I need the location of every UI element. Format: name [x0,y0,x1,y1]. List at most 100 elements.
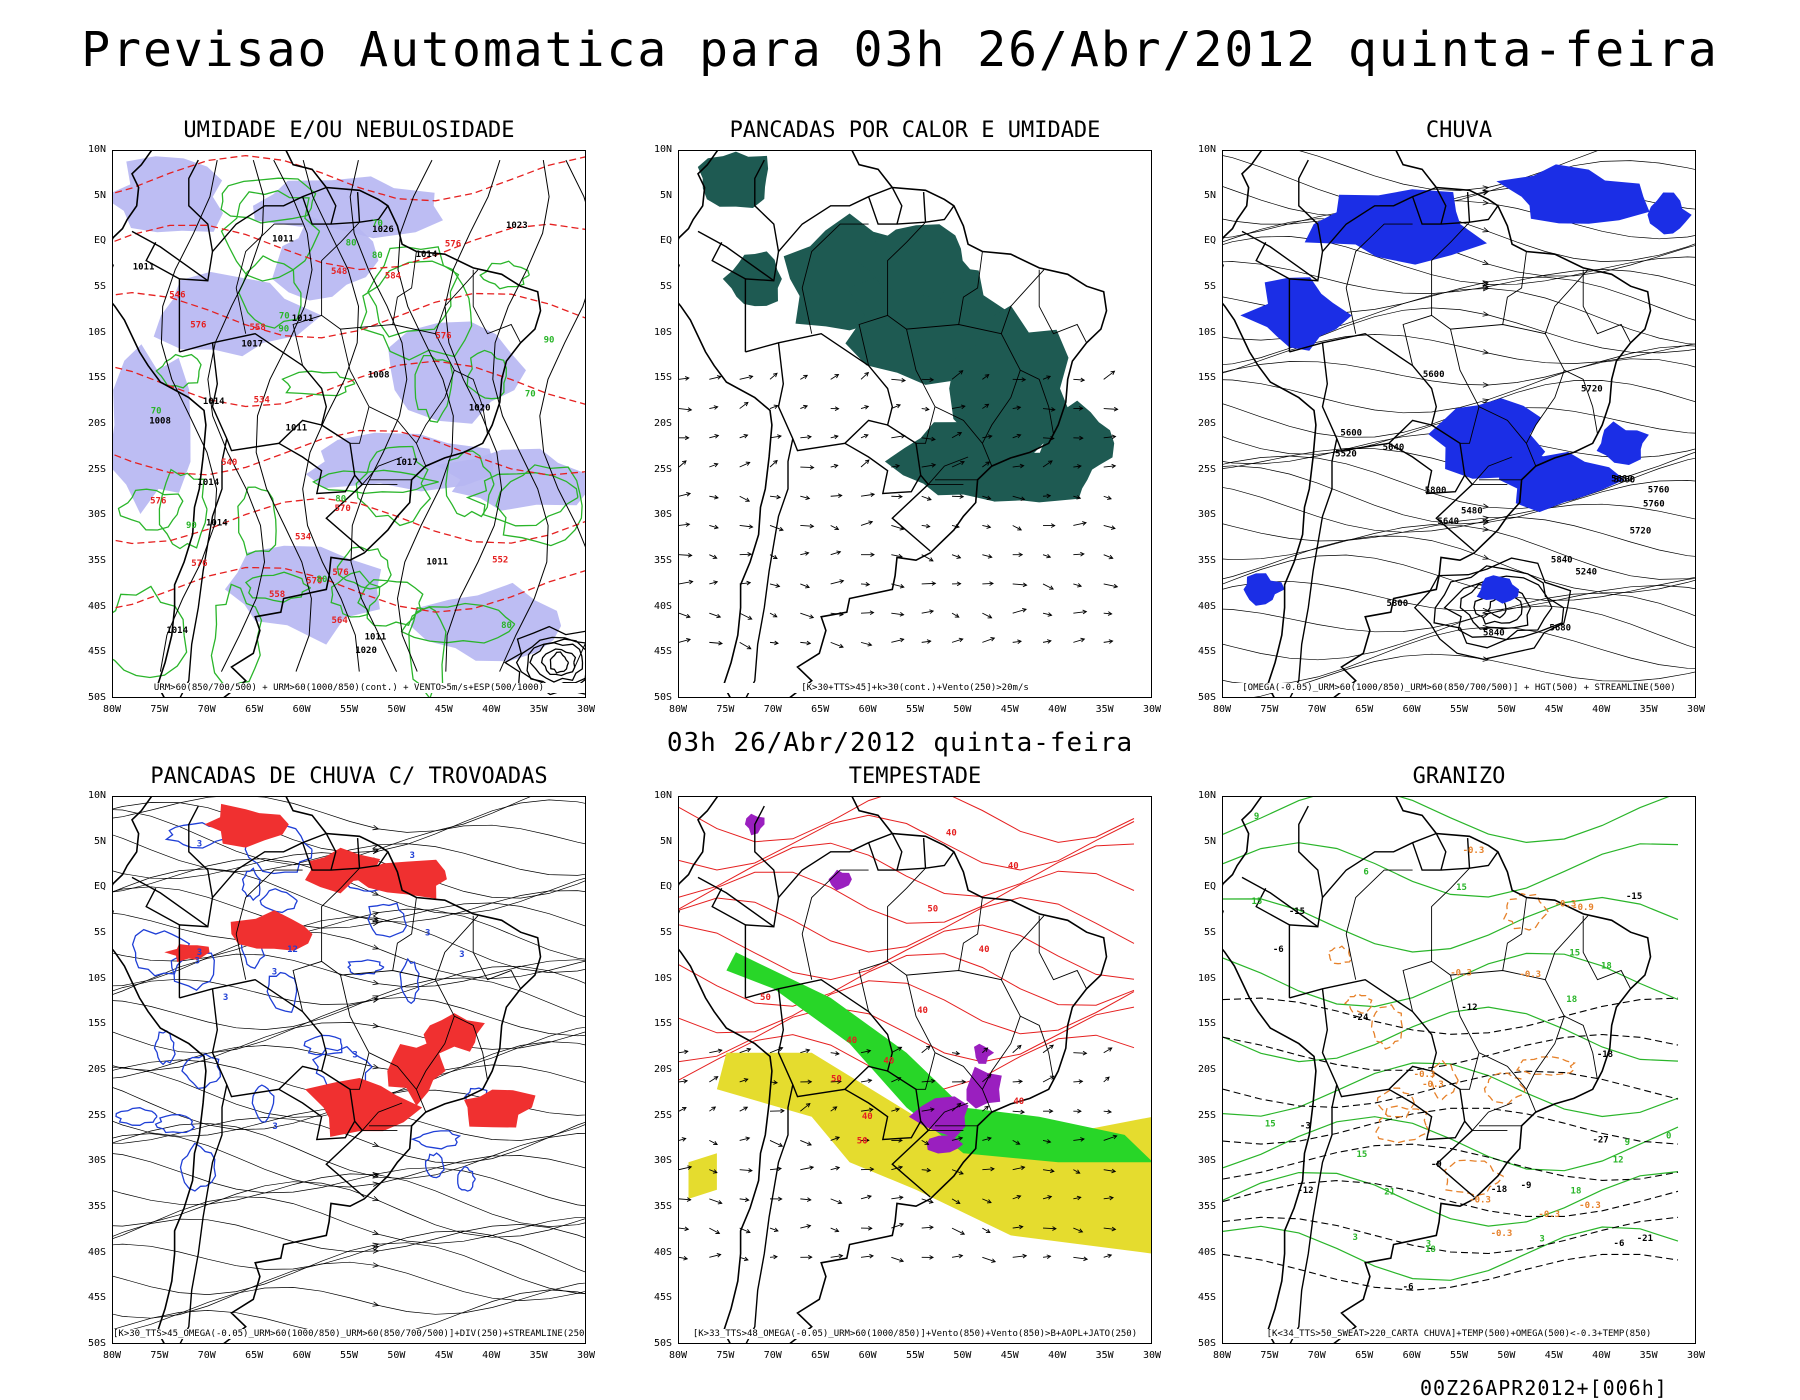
state-border [350,406,370,444]
divergence-label: 3 [272,967,277,977]
wind-vector [739,375,753,380]
lat-tick-label: 25S [87,1109,106,1121]
wind-vector [1042,1139,1051,1143]
lon-tick-label: 30W [1142,704,1162,715]
humidity-label: 90 [186,521,197,531]
wind-arrowhead [743,433,749,439]
streamline-arrow [372,1229,380,1236]
wind-vector [1042,460,1053,468]
wind-arrowhead [717,1200,723,1205]
wind-vector [982,435,992,439]
wind-arrowhead [1108,554,1114,560]
humidity-label: 80 [335,494,346,504]
wind-vector [982,554,992,558]
country-border [891,187,903,225]
lat-tick-label: 20S [87,1064,106,1075]
wind-vector [739,1198,749,1201]
wind-arrowhead [805,1048,811,1054]
lon-tick-label: 35W [529,704,548,715]
temp-500-label: -18 [1597,1050,1613,1060]
height-label: 5840 [1483,628,1505,638]
wind-arrowhead [1080,377,1086,383]
wind-arrowhead [686,491,692,497]
country-border [1435,833,1447,871]
temp-850-label: 18 [1601,961,1612,971]
wind-arrowhead [986,1199,992,1204]
thunderstorm-area [305,1078,423,1137]
temp-850-label: 15 [1356,1150,1367,1160]
streamline [113,868,585,923]
humidity-contour [220,177,317,224]
lat-tick-label: 30S [87,509,106,521]
jet-label: 40 [946,829,957,839]
wind-vector [800,495,810,499]
streamline-arrow [1482,200,1490,206]
wind-arrowhead [868,520,874,525]
lat-tick-label: 35S [87,1201,106,1212]
wind-arrowhead [1107,1047,1113,1052]
country-border [188,805,214,898]
state-border [801,869,869,980]
thickness-label: 570 [306,576,322,586]
lat-tick-label: 10N [653,790,672,801]
state-border [472,269,522,344]
wind-vector [982,495,991,500]
rain-area [1499,451,1625,513]
wind-arrowhead [990,1166,995,1172]
wind-arrowhead [1016,405,1022,411]
panel-title: GRANIZO [1412,764,1506,789]
wind-arrowhead [983,1047,989,1052]
streamline-arrow [372,1171,380,1178]
height-contour [1443,575,1553,641]
panel-umidade: UMIDADE E/OU NEBULOSIDADE 10N 5N EQ 5S 10S 15S… [56,118,595,715]
wind-arrowhead [1111,434,1117,440]
lat-tick-label: 15S [1197,1018,1216,1030]
wind-vector [1103,1135,1117,1141]
wind-vector [1042,1255,1051,1258]
temp-500-label: -12 [1297,1186,1313,1196]
divergence-label: 3 [352,1051,357,1061]
wind-arrowhead [1113,406,1119,412]
state-border [981,370,1021,444]
wind-vector [830,641,844,648]
lat-tick-label: EQ [93,881,106,893]
wind-arrowhead [839,643,844,649]
wind-arrowhead [748,374,754,380]
lat-tick-label: 10N [653,144,672,155]
humidity-contour [113,585,188,679]
country-border [844,442,922,495]
wind-arrowhead [1113,583,1119,589]
wind-arrowhead [773,1227,779,1233]
wind-arrowhead [986,524,992,529]
state-border [1038,915,1088,990]
lat-tick-label: 10S [653,972,672,984]
temp-500-contour [1223,997,1679,1035]
height-contour [1413,557,1572,660]
jet-contour [679,953,1135,1007]
streamline-arrow [1482,285,1490,292]
temp-850-contour [1223,1225,1679,1281]
country-border [179,332,365,552]
wind-arrowhead [718,640,723,646]
wind-arrowhead [1111,1226,1117,1232]
thickness-label: 576 [191,559,207,569]
wind-arrowhead [775,583,781,588]
country-border [301,196,389,225]
wind-vector [982,612,992,619]
wind-vector [921,378,934,381]
storm-area-green [726,952,1151,1163]
wind-vector [1042,640,1052,643]
state-border [1525,1016,1565,1090]
panel-caption: [K<34_TTS>50_SWEAT>220_CARTA CHUVA]+TEMP… [1223,1329,1695,1339]
state-border [1502,897,1527,971]
wind-arrowhead [1046,493,1052,499]
state-border [321,221,360,316]
wind-vector [1073,1256,1088,1260]
wind-arrowhead [838,1253,844,1259]
storm-area-purple [908,1096,969,1138]
streamline-arrow [372,979,380,986]
wind-arrowhead [773,372,778,378]
wind-arrowhead [956,554,962,559]
wind-arrowhead [807,1141,812,1146]
wind-arrowhead [1022,1253,1028,1259]
